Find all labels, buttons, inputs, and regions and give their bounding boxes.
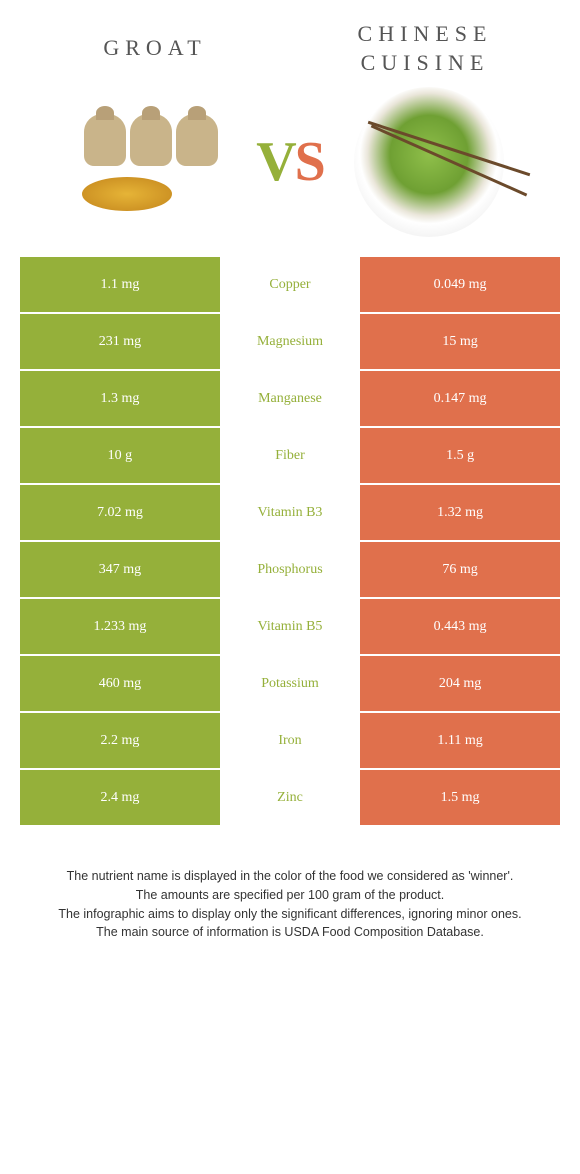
vs-s: S — [295, 131, 324, 193]
table-row: 1.233 mgVitamin B50.443 mg — [20, 599, 560, 656]
table-row: 1.1 mgCopper0.049 mg — [20, 257, 560, 314]
left-value: 1.1 mg — [20, 257, 220, 314]
right-value: 15 mg — [360, 314, 560, 371]
table-row: 231 mgMagnesium15 mg — [20, 314, 560, 371]
nutrient-label: Magnesium — [220, 314, 360, 371]
left-food-image — [66, 97, 236, 227]
left-value: 10 g — [20, 428, 220, 485]
table-row: 2.2 mgIron1.11 mg — [20, 713, 560, 770]
right-value: 1.5 g — [360, 428, 560, 485]
left-value: 347 mg — [20, 542, 220, 599]
nutrient-label: Vitamin B3 — [220, 485, 360, 542]
left-value: 460 mg — [20, 656, 220, 713]
left-food-title: GROAT — [20, 34, 290, 63]
nutrient-label: Manganese — [220, 371, 360, 428]
right-value: 0.049 mg — [360, 257, 560, 314]
footnote: The nutrient name is displayed in the co… — [20, 867, 560, 972]
right-value: 1.11 mg — [360, 713, 560, 770]
footnote-line: The nutrient name is displayed in the co… — [30, 867, 550, 886]
right-value: 0.443 mg — [360, 599, 560, 656]
left-value: 7.02 mg — [20, 485, 220, 542]
nutrient-label: Iron — [220, 713, 360, 770]
right-value: 76 mg — [360, 542, 560, 599]
table-row: 10 gFiber1.5 g — [20, 428, 560, 485]
nutrient-label: Fiber — [220, 428, 360, 485]
table-row: 460 mgPotassium204 mg — [20, 656, 560, 713]
left-value: 2.2 mg — [20, 713, 220, 770]
nutrient-table: 1.1 mgCopper0.049 mg231 mgMagnesium15 mg… — [20, 257, 560, 827]
nutrient-label: Phosphorus — [220, 542, 360, 599]
right-food-title: CHINESE CUISINE — [290, 20, 560, 77]
left-value: 2.4 mg — [20, 770, 220, 827]
left-value: 1.233 mg — [20, 599, 220, 656]
footnote-line: The main source of information is USDA F… — [30, 923, 550, 942]
left-value: 231 mg — [20, 314, 220, 371]
right-value: 0.147 mg — [360, 371, 560, 428]
nutrient-label: Vitamin B5 — [220, 599, 360, 656]
images-row: VS — [20, 97, 560, 227]
table-row: 347 mgPhosphorus76 mg — [20, 542, 560, 599]
nutrient-label: Zinc — [220, 770, 360, 827]
vs-v: V — [256, 131, 294, 193]
right-value: 204 mg — [360, 656, 560, 713]
table-row: 7.02 mgVitamin B31.32 mg — [20, 485, 560, 542]
vs-label: VS — [256, 130, 324, 194]
right-value: 1.5 mg — [360, 770, 560, 827]
nutrient-label: Copper — [220, 257, 360, 314]
footnote-line: The infographic aims to display only the… — [30, 905, 550, 924]
footnote-line: The amounts are specified per 100 gram o… — [30, 886, 550, 905]
table-row: 2.4 mgZinc1.5 mg — [20, 770, 560, 827]
left-value: 1.3 mg — [20, 371, 220, 428]
nutrient-label: Potassium — [220, 656, 360, 713]
right-value: 1.32 mg — [360, 485, 560, 542]
right-food-image — [344, 97, 514, 227]
table-row: 1.3 mgManganese0.147 mg — [20, 371, 560, 428]
